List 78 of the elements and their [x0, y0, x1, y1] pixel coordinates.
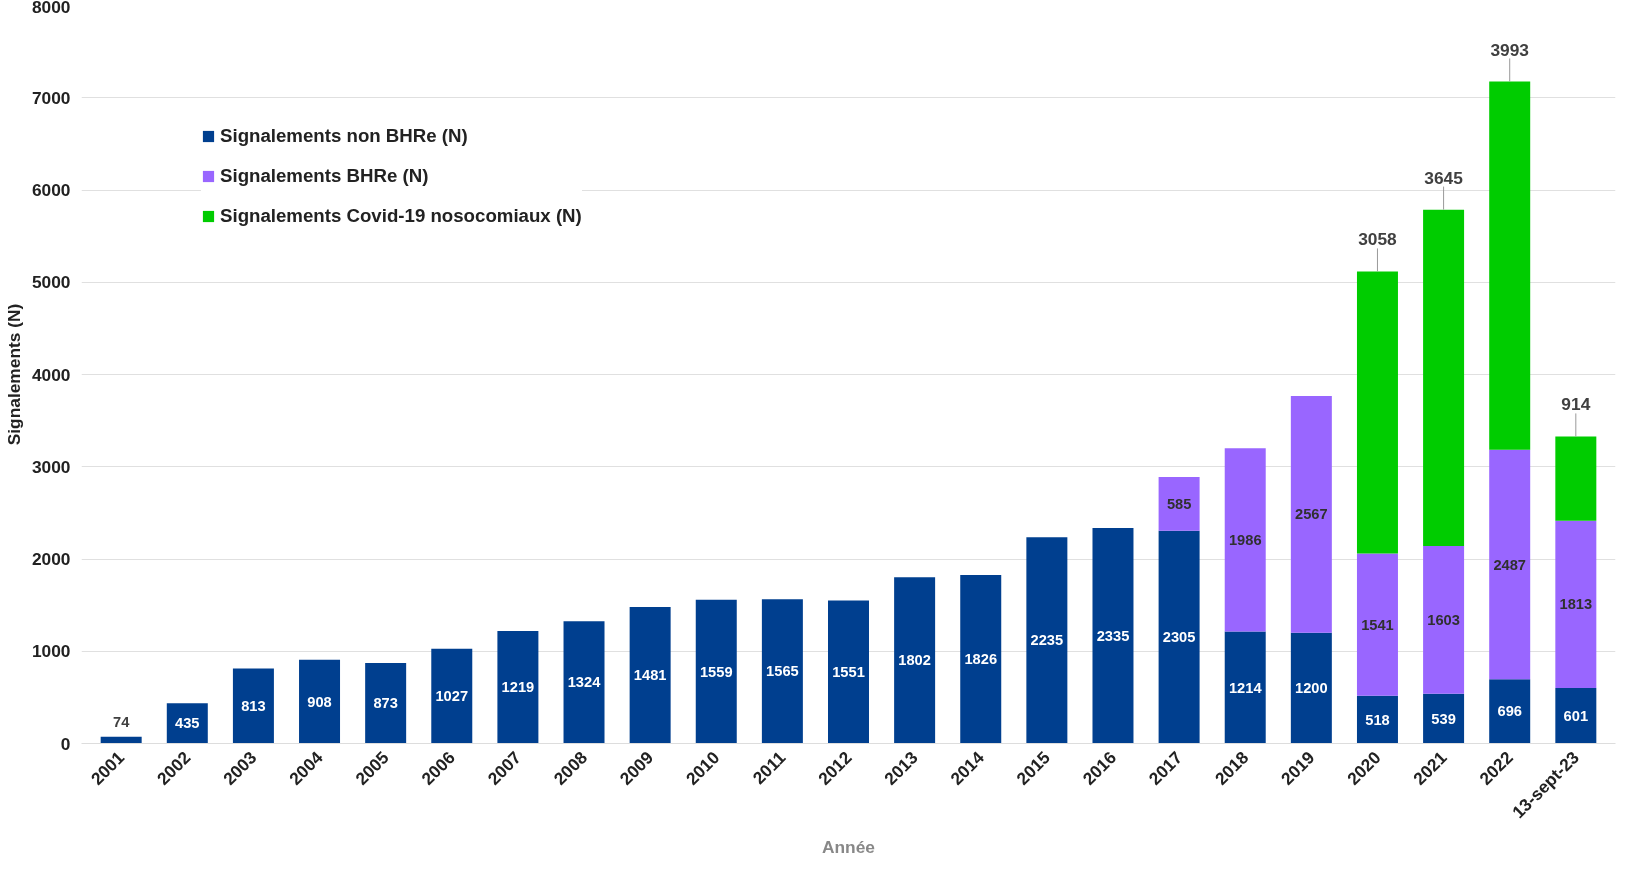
bar	[695, 599, 737, 744]
data-label: 74	[113, 713, 131, 730]
bar	[1555, 436, 1597, 521]
bar	[1290, 395, 1332, 633]
bar	[960, 575, 1002, 744]
data-label: 1214	[1228, 679, 1263, 696]
bar	[299, 659, 341, 744]
bar	[1555, 688, 1597, 744]
bar	[1356, 553, 1398, 696]
x-axis-title: Année	[822, 837, 876, 858]
bar	[1489, 449, 1531, 680]
data-label: 539	[1431, 710, 1456, 727]
bar	[761, 599, 803, 744]
bar	[1224, 448, 1266, 632]
y-tick-label: 7000	[31, 87, 71, 108]
data-label: 2487	[1493, 556, 1527, 573]
bar	[1489, 81, 1531, 450]
data-label: 2335	[1096, 627, 1130, 644]
bar	[563, 621, 605, 744]
data-label: 518	[1365, 711, 1390, 728]
data-label: 2567	[1295, 506, 1328, 523]
data-label: 1802	[898, 652, 931, 669]
bar	[1489, 679, 1531, 744]
data-label: 1986	[1228, 531, 1262, 548]
data-label: 1565	[766, 663, 799, 680]
data-label: 1481	[633, 667, 667, 684]
data-label: 873	[373, 695, 398, 712]
data-label: 601	[1563, 707, 1589, 724]
y-tick-label: 4000	[31, 364, 71, 385]
data-label: 1826	[964, 651, 998, 668]
y-axis-title: Signalements (N)	[3, 303, 24, 446]
bar	[1026, 537, 1068, 744]
legend-label: Signalements BHRe (N)	[220, 165, 429, 187]
bar	[365, 662, 407, 744]
data-label: 1200	[1295, 680, 1328, 697]
bar	[1290, 632, 1332, 744]
y-tick-label: 5000	[31, 272, 71, 293]
data-label: 3058	[1358, 229, 1398, 250]
bar	[232, 668, 274, 744]
y-tick-label: 0	[60, 733, 71, 754]
data-label: 696	[1497, 703, 1522, 720]
y-tick-label: 2000	[31, 549, 71, 569]
bar	[629, 606, 671, 744]
bar	[1158, 530, 1200, 744]
bar	[497, 631, 539, 744]
data-label: 813	[241, 698, 266, 714]
data-label: 585	[1166, 495, 1192, 512]
bar	[1092, 528, 1134, 744]
data-label: 1219	[501, 679, 535, 696]
y-tick-label: 3000	[31, 456, 71, 477]
bar	[1158, 476, 1200, 531]
bar	[1555, 520, 1597, 689]
data-label: 3645	[1424, 167, 1464, 188]
data-label: 914	[1561, 394, 1591, 415]
data-label: 1324	[567, 674, 602, 691]
bar	[1423, 209, 1465, 546]
data-label: 1027	[435, 688, 469, 705]
data-label: 1603	[1427, 611, 1460, 628]
bar	[1423, 545, 1465, 694]
bar	[828, 600, 869, 744]
bar	[1356, 271, 1398, 554]
data-label: 3993	[1490, 39, 1530, 60]
legend-label: Signalements non BHRe (N)	[220, 125, 468, 147]
bar	[894, 577, 936, 744]
data-label: 1541	[1361, 616, 1394, 633]
y-tick-label: 1000	[31, 641, 71, 662]
data-label: 908	[307, 693, 332, 710]
bar	[431, 648, 473, 744]
y-tick-label: 8000	[31, 0, 71, 17]
legend-label: Signalements Covid-19 nosocomiaux (N)	[220, 205, 582, 227]
data-label: 1813	[1559, 596, 1593, 613]
data-label: 2235	[1030, 632, 1064, 649]
data-label: 2305	[1162, 629, 1196, 646]
y-tick-label: 6000	[31, 180, 71, 200]
bar	[1224, 631, 1266, 744]
data-label: 1551	[832, 663, 865, 680]
data-label: 1559	[699, 663, 733, 680]
data-label: 435	[175, 715, 200, 732]
